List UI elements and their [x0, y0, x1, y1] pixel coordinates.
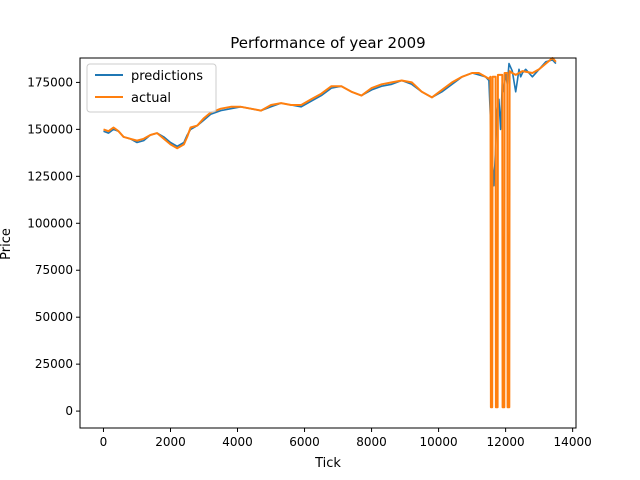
- x-tick-label: 0: [100, 435, 108, 449]
- x-tick-label: 4000: [222, 435, 253, 449]
- y-tick-label: 25000: [35, 357, 73, 371]
- y-tick-label: 125000: [27, 169, 73, 183]
- x-tick-label: 14000: [554, 435, 592, 449]
- x-tick-label: 10000: [420, 435, 458, 449]
- x-ticks: 0 2000 4000 6000 8000 10000 12000 14000: [100, 428, 592, 449]
- plot-frame: [79, 57, 577, 429]
- y-tick-label: 50000: [35, 310, 73, 324]
- y-axis-label: Price: [0, 228, 14, 260]
- x-tick-label: 8000: [356, 435, 387, 449]
- chart-title: Performance of year 2009: [230, 34, 425, 52]
- x-tick-label: 6000: [289, 435, 320, 449]
- series-layer: [103, 57, 557, 409]
- x-tick-label: 2000: [155, 435, 186, 449]
- y-tick-label: 150000: [27, 122, 73, 136]
- legend-label-actual: actual: [131, 91, 171, 106]
- x-tick-label: 12000: [487, 435, 525, 449]
- legend-label-predictions: predictions: [131, 69, 203, 84]
- series-line-predictions: [103, 59, 557, 187]
- legend: predictions actual: [86, 63, 217, 113]
- y-tick-label: 0: [65, 404, 73, 418]
- y-ticks: 0 25000 50000 75000 100000 125000 150000 175000: [27, 75, 80, 418]
- x-axis-label: Tick: [314, 456, 341, 471]
- y-tick-label: 175000: [27, 75, 73, 89]
- y-tick-label: 100000: [27, 216, 73, 230]
- series-line-actual: [103, 57, 557, 409]
- y-tick-label: 75000: [35, 263, 73, 277]
